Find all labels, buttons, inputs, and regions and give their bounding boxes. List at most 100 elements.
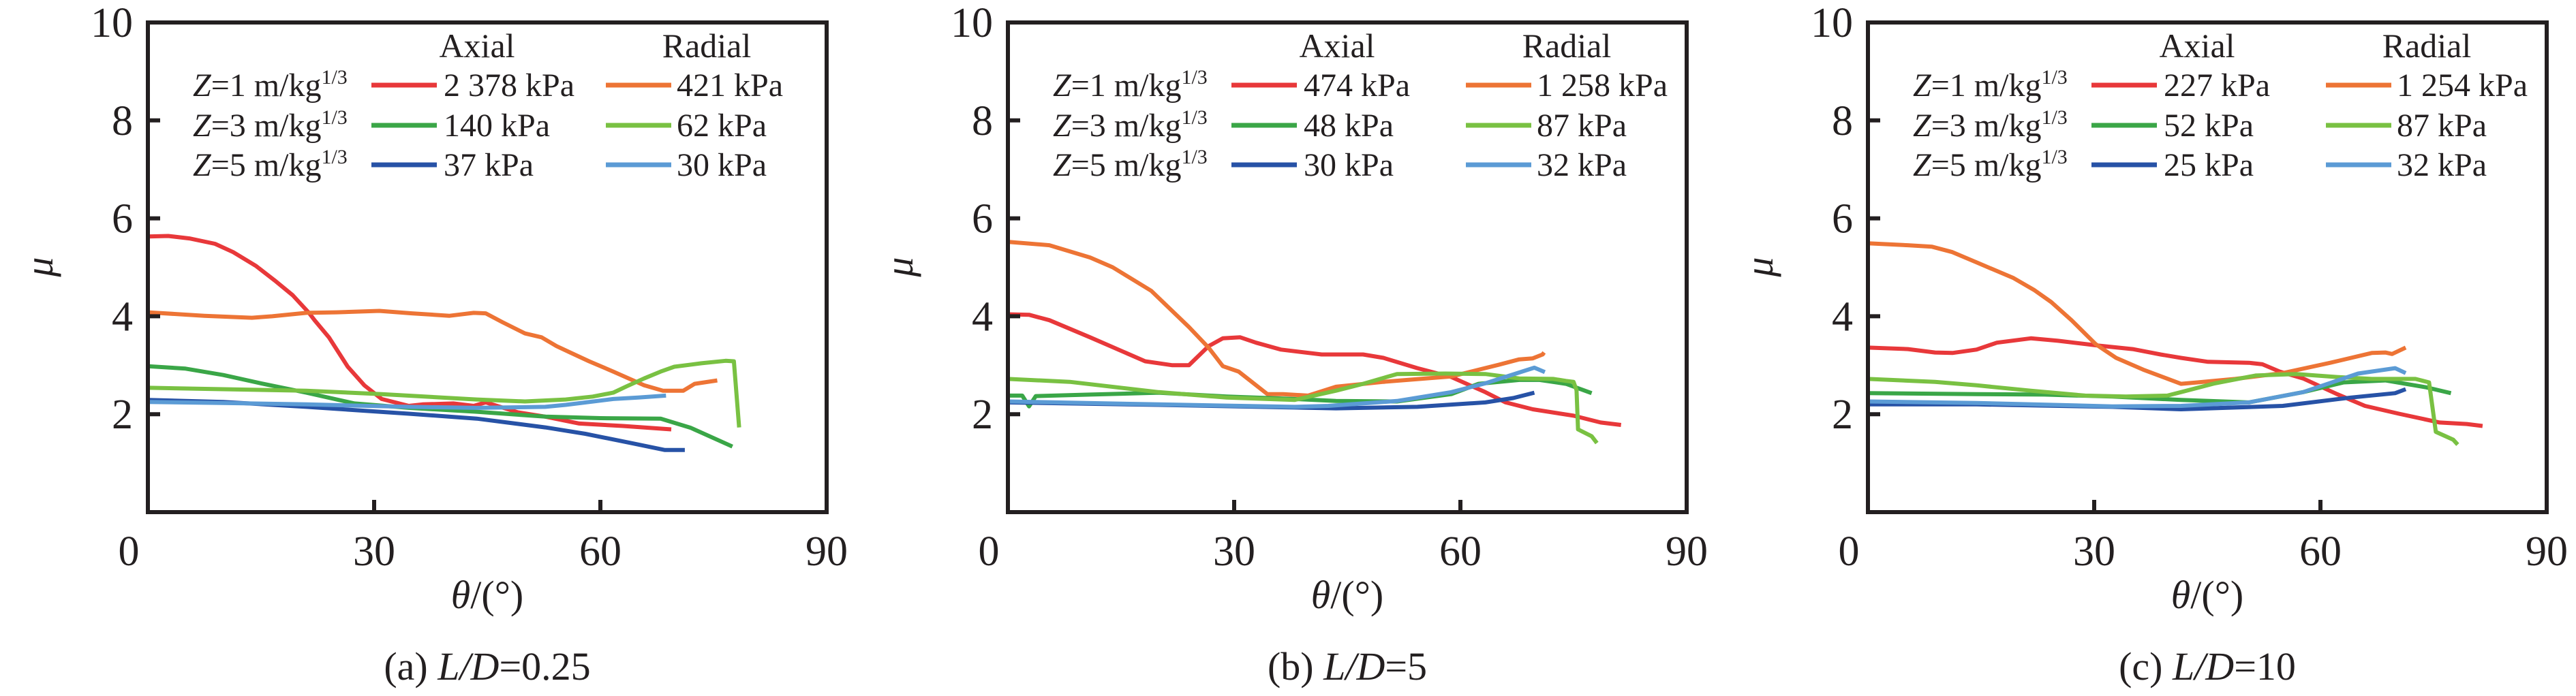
legend-z-value: =1 m/kg	[1931, 67, 2042, 104]
legend-z-variable: Z	[193, 108, 212, 144]
series-line-radial-z1	[1007, 240, 1546, 398]
caption-value: =5	[1385, 644, 1427, 689]
legend-label-radial: 1 254 kPa	[2397, 67, 2528, 104]
y-tick-label: 6	[112, 196, 133, 242]
legend-z-value: =3 m/kg	[1071, 108, 1182, 144]
y-tick-label: 6	[972, 196, 993, 242]
y-tick-label: 2	[112, 392, 133, 438]
series-group	[147, 234, 741, 452]
legend-label-axial: 25 kPa	[2164, 147, 2254, 183]
series-line-axial-z1	[1007, 312, 1622, 427]
legend-label-axial: 140 kPa	[444, 108, 550, 144]
x-tick-label: 60	[2299, 528, 2342, 575]
x-axis-unit: /(°)	[2190, 573, 2243, 617]
legend-header-radial: Radial	[1522, 27, 1612, 65]
panel-a: (a) L/D=0.25 2 4 6 8 10 0 30 60 90 θ/(°) μ Axial Rad…	[17, 0, 848, 689]
legend-z-value: =3 m/kg	[1931, 108, 2042, 144]
series-line-radial-z5	[1007, 365, 1546, 409]
origin-tick-label: 0	[119, 528, 140, 575]
legend-z-exponent: 1/3	[2041, 146, 2067, 168]
legend-label-radial: 62 kPa	[677, 108, 767, 144]
legend-label-radial: 32 kPa	[2397, 147, 2487, 183]
x-axis-variable: θ	[2171, 573, 2191, 617]
origin-tick-label: 0	[1839, 528, 1860, 575]
legend-z-variable: Z	[1053, 108, 1072, 144]
legend-z-value: =1 m/kg	[211, 67, 322, 104]
y-tick-label: 4	[112, 294, 133, 340]
caption-value: =0.25	[499, 644, 590, 689]
legend-header-axial: Axial	[2159, 27, 2235, 65]
plot-frame	[1866, 20, 2549, 514]
y-tick-label: 4	[1832, 294, 1853, 340]
y-tick-label: 10	[951, 0, 993, 46]
series-line-radial-z3	[1867, 372, 2459, 446]
y-tick-label: 2	[972, 392, 993, 438]
y-tick-label: 8	[112, 98, 133, 144]
x-tick-label: 60	[579, 528, 622, 575]
y-axis-label: μ	[1737, 257, 1781, 277]
legend-z-exponent: 1/3	[2041, 106, 2067, 129]
y-axis-label: μ	[877, 257, 921, 277]
legend-label-axial: 30 kPa	[1304, 147, 1394, 183]
plot-frame	[1006, 20, 1689, 514]
caption-variable: L/D	[2172, 644, 2234, 689]
legend-z-exponent: 1/3	[1181, 146, 1207, 168]
x-tick-label: 90	[806, 528, 848, 575]
y-tick-label: 8	[972, 98, 993, 144]
legend-header-radial: Radial	[2382, 27, 2472, 65]
series-line-radial-z1	[147, 309, 718, 393]
series-group	[1007, 240, 1622, 445]
panel-caption: (a) L/D=0.25	[384, 644, 590, 689]
series-line-radial-z5	[1867, 366, 2407, 409]
legend-row-label: Z=1 m/kg1/3	[1053, 66, 1208, 104]
legend-z-variable: Z	[1913, 108, 1932, 144]
caption-prefix: (b)	[1268, 644, 1323, 689]
panel-b: (b) L/D=5 2 4 6 8 10 0 30 60 90 θ/(°) μ Axial Radial…	[877, 0, 1708, 689]
legend-header-axial: Axial	[1299, 27, 1375, 65]
legend-z-exponent: 1/3	[321, 66, 347, 89]
legend-label-axial: 474 kPa	[1304, 67, 1410, 104]
y-tick-label: 6	[1832, 196, 1853, 242]
legend-z-exponent: 1/3	[1181, 106, 1207, 129]
legend-label-radial: 87 kPa	[1537, 108, 1627, 144]
caption-value: =10	[2234, 644, 2296, 689]
x-tick-label: 60	[1439, 528, 1482, 575]
legend-z-variable: Z	[193, 67, 212, 104]
legend-z-value: =1 m/kg	[1071, 67, 1182, 104]
legend-z-exponent: 1/3	[1181, 66, 1207, 89]
origin-tick-label: 0	[979, 528, 1000, 575]
legend-z-variable: Z	[193, 147, 212, 183]
legend-z-variable: Z	[1053, 67, 1072, 104]
legend-header-radial: Radial	[662, 27, 752, 65]
legend-z-value: =5 m/kg	[1931, 147, 2042, 183]
series-line-radial-z3	[147, 358, 741, 428]
x-axis-label: θ/(°)	[2171, 573, 2243, 617]
legend-row-label: Z=5 m/kg1/3	[1053, 146, 1208, 183]
x-tick-label: 90	[2526, 528, 2568, 575]
legend-row-label: Z=5 m/kg1/3	[193, 146, 348, 183]
y-tick-label: 2	[1832, 392, 1853, 438]
legend-z-variable: Z	[1913, 67, 1932, 104]
x-axis-variable: θ	[451, 573, 471, 617]
legend-row-label: Z=5 m/kg1/3	[1913, 146, 2068, 183]
panel-caption: (c) L/D=10	[2119, 644, 2296, 689]
series-line-radial-z3	[1007, 371, 1599, 445]
series-line-radial-z1	[1867, 241, 2407, 386]
x-axis-label: θ/(°)	[451, 573, 523, 617]
y-tick-label: 8	[1832, 98, 1853, 144]
caption-variable: L/D	[437, 644, 499, 689]
plot-frame	[146, 20, 829, 514]
panel-caption: (b) L/D=5	[1268, 644, 1427, 689]
legend-label-radial: 32 kPa	[1537, 147, 1627, 183]
legend-z-value: =3 m/kg	[211, 108, 322, 144]
x-tick-label: 30	[353, 528, 395, 575]
series-group	[1867, 241, 2483, 446]
legend-label-radial: 1 258 kPa	[1537, 67, 1668, 104]
x-axis-variable: θ	[1311, 573, 1331, 617]
legend-label-radial: 30 kPa	[677, 147, 767, 183]
y-axis-label: μ	[17, 257, 61, 277]
legend-label-axial: 2 378 kPa	[444, 67, 574, 104]
legend-row-label: Z=3 m/kg1/3	[193, 106, 348, 144]
